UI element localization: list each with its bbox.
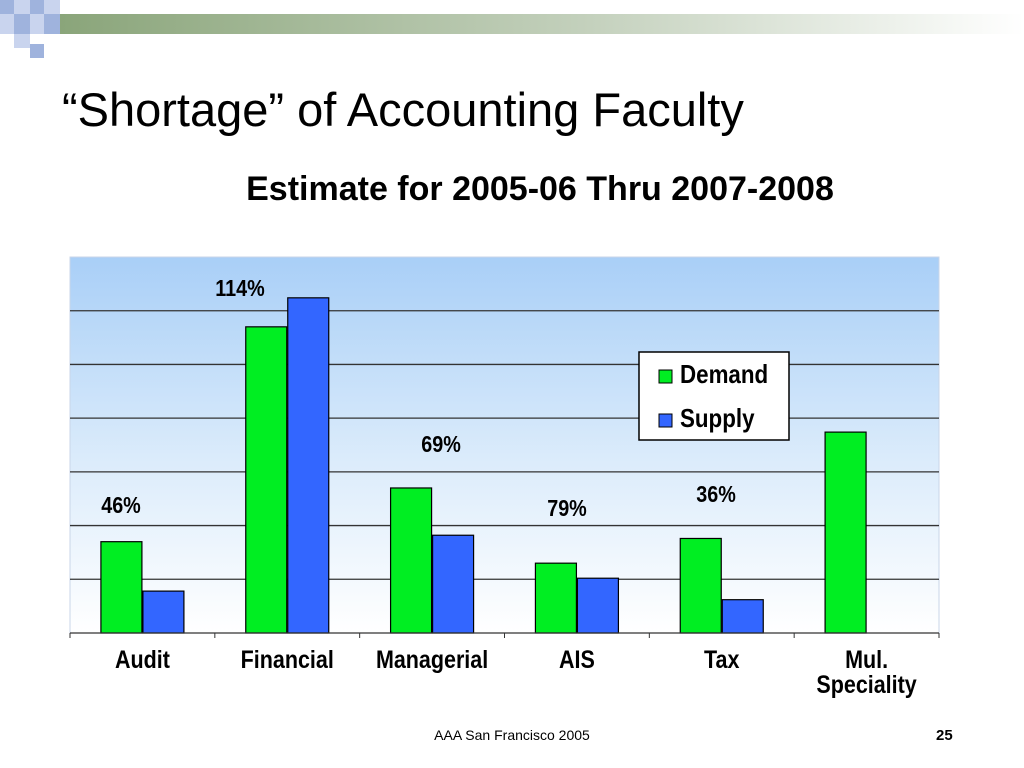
bar-demand-3 bbox=[534, 562, 578, 634]
x-tick-label: Audit bbox=[115, 645, 170, 673]
page-number: 25 bbox=[936, 727, 953, 744]
title-bar-decoration bbox=[0, 0, 1024, 58]
data-label: 36% bbox=[696, 482, 736, 508]
x-tick-label: Mul. bbox=[845, 645, 888, 673]
x-tick-label: AIS bbox=[559, 645, 595, 673]
slide-title: “Shortage” of Accounting Faculty bbox=[62, 83, 744, 136]
data-label: 69% bbox=[421, 432, 461, 458]
bar-demand-5 bbox=[824, 431, 867, 634]
legend-swatch-demand bbox=[658, 369, 673, 384]
bar-demand-1 bbox=[245, 326, 288, 634]
data-label: 114% bbox=[215, 276, 264, 302]
bar-supply-3 bbox=[576, 577, 620, 634]
data-label: 46% bbox=[101, 493, 141, 519]
bar-supply-0 bbox=[142, 590, 185, 634]
bar-demand-4 bbox=[679, 537, 722, 634]
x-tick-label: Financial bbox=[241, 645, 334, 673]
legend-swatch-supply bbox=[658, 413, 673, 428]
x-tick-label: Speciality bbox=[816, 670, 916, 698]
bar-demand-0 bbox=[100, 541, 143, 634]
bars bbox=[100, 297, 867, 634]
footer-text: AAA San Francisco 2005 bbox=[434, 727, 590, 743]
data-label: 79% bbox=[547, 496, 587, 522]
legend-label-supply: Supply bbox=[680, 404, 755, 433]
bar-supply-1 bbox=[287, 297, 330, 634]
legend-box bbox=[638, 351, 790, 441]
plot-area bbox=[69, 256, 940, 634]
legend: Demand Supply bbox=[638, 351, 790, 441]
x-axis: Audit Financial Managerial AIS Tax Mul.Specia… bbox=[69, 632, 940, 698]
bar-supply-4 bbox=[721, 599, 764, 634]
slide-subtitle: Estimate for 2005-06 Thru 2007-2008 bbox=[246, 170, 834, 208]
x-tick-label: Managerial bbox=[376, 645, 488, 673]
x-tick-label: Tax bbox=[704, 645, 739, 673]
legend-label-demand: Demand bbox=[680, 360, 768, 389]
annotations: 46% 114% 69% 79% 36% bbox=[101, 276, 736, 522]
bar-demand-2 bbox=[389, 487, 433, 634]
gridlines bbox=[70, 310, 939, 580]
bar-supply-2 bbox=[431, 534, 475, 634]
